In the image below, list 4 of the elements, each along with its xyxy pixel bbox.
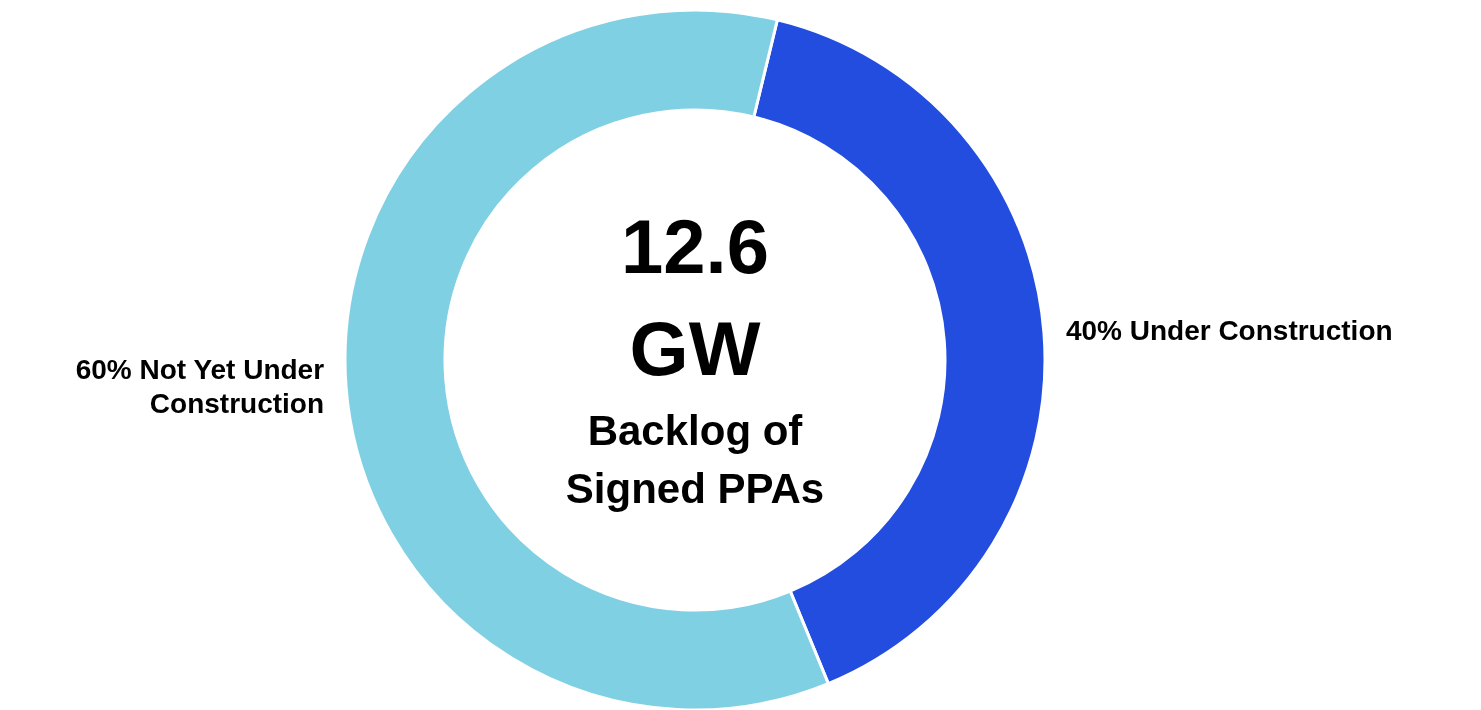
text: Backlog of Signed PPAs xyxy=(565,407,825,512)
slice-label: 60% Not Yet Under Construction xyxy=(75,354,325,420)
text: 12.6 GW xyxy=(621,204,769,391)
slice-label: 40% Under Construction xyxy=(1065,314,1393,346)
